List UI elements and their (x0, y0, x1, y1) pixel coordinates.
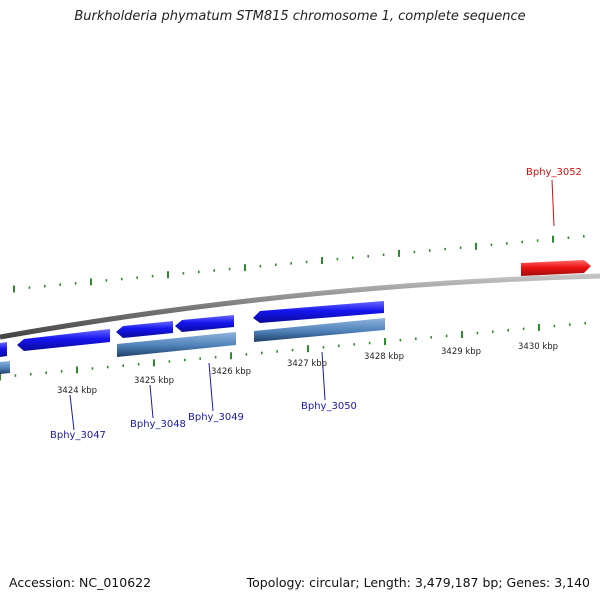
scale-label: 3430 kbp (518, 342, 558, 352)
gene-label[interactable]: Bphy_3049 (188, 412, 244, 423)
scale-label: 3424 kbp (57, 386, 97, 396)
scale-label: 3429 kbp (441, 347, 481, 357)
gene-labels: Bphy_3047 Bphy_3048 Bphy_3049 Bphy_3050 … (50, 167, 582, 441)
leader-line (149, 384, 154, 419)
chromosome-backbone (0, 273, 600, 340)
scale-label: 3428 kbp (364, 352, 404, 362)
topology-summary: Topology: circular; Length: 3,479,187 bp… (246, 575, 590, 590)
accession-text: Accession: NC_010622 (9, 575, 152, 590)
gene-arrow[interactable] (116, 321, 173, 338)
scale-label: 3427 kbp (287, 359, 327, 369)
upper-tick-track (13, 235, 585, 293)
reverse-gene-arrow[interactable] (521, 260, 591, 276)
gene-label[interactable]: Bphy_3047 (50, 430, 106, 441)
forward-gene-track (0, 301, 384, 357)
gene-label[interactable]: Bphy_3048 (130, 419, 186, 430)
scale-label: 3425 kbp (134, 376, 174, 386)
chromosome-title: Burkholderia phymatum STM815 chromosome … (74, 9, 526, 24)
leader-line (321, 351, 326, 401)
gene-arrow[interactable] (253, 301, 384, 323)
gene-label[interactable]: Bphy_3052 (526, 167, 582, 178)
cds-bar[interactable] (0, 361, 10, 374)
cds-feature-track (0, 318, 385, 374)
scale-label: 3426 kbp (211, 367, 251, 377)
label-leaders (69, 179, 555, 431)
cds-bar[interactable] (117, 332, 236, 357)
leader-line (208, 362, 214, 412)
gene-arrow[interactable] (17, 329, 110, 351)
lower-tick-track (0, 321, 587, 381)
gene-arrow[interactable] (0, 342, 7, 357)
gene-arrow[interactable] (175, 315, 234, 332)
leader-line (551, 179, 555, 227)
scale-labels: 3424 kbp 3425 kbp 3426 kbp 3427 kbp 3428… (57, 342, 558, 396)
leader-line (69, 394, 75, 431)
gene-label[interactable]: Bphy_3050 (301, 401, 357, 412)
cds-bar[interactable] (254, 318, 385, 342)
